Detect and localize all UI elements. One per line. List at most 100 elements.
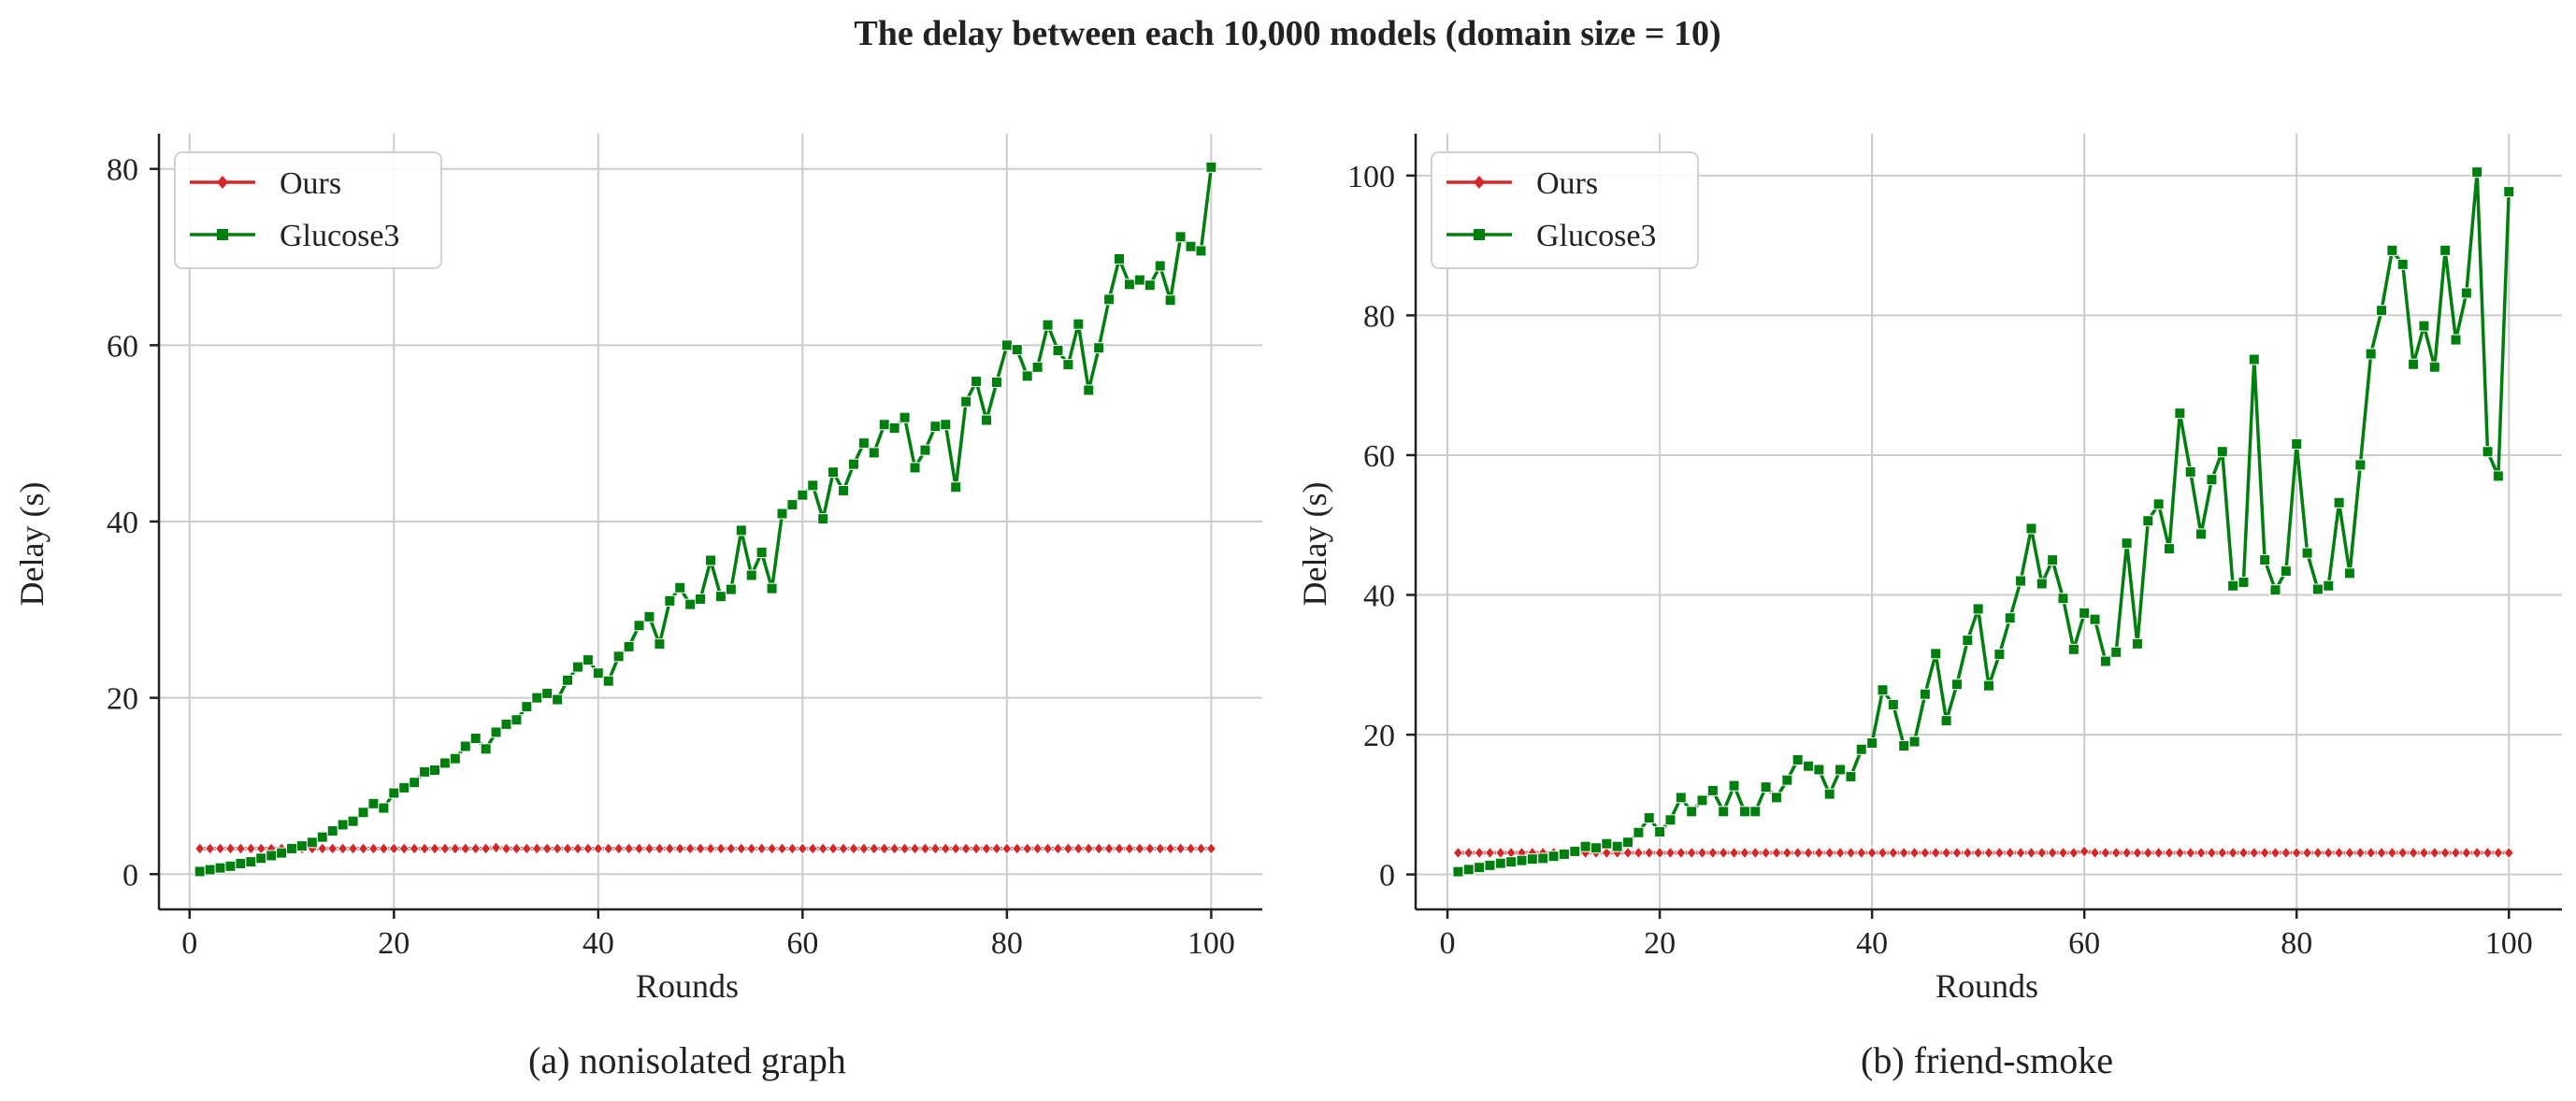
data-point-glucose3 <box>2343 567 2355 579</box>
data-point-ours <box>695 842 706 855</box>
data-point-ours <box>357 842 369 855</box>
data-point-ours <box>194 842 206 855</box>
data-point-glucose3 <box>1887 698 1899 710</box>
data-point-ours <box>858 842 870 855</box>
data-point-glucose3 <box>2195 528 2208 540</box>
data-point-glucose3 <box>868 447 880 459</box>
data-point-ours <box>1803 846 1814 860</box>
data-point-glucose3 <box>1031 361 1043 373</box>
data-point-glucose3 <box>1718 806 1730 818</box>
data-point-glucose3 <box>388 787 400 799</box>
legend-label-glucose3: Glucose3 <box>1536 219 1656 253</box>
data-point-glucose3 <box>2131 637 2143 650</box>
data-point-glucose3 <box>623 640 635 652</box>
data-point-ours <box>1155 842 1166 855</box>
data-point-ours <box>1633 846 1645 860</box>
data-point-glucose3 <box>2301 547 2313 559</box>
data-point-ours <box>1664 846 1677 860</box>
data-point-ours <box>1134 842 1145 855</box>
data-point-ours <box>807 842 818 855</box>
data-point-glucose3 <box>909 462 921 474</box>
data-point-glucose3 <box>1462 864 1475 876</box>
data-point-glucose3 <box>1526 853 1538 865</box>
y-tick-label: 40 <box>107 506 138 540</box>
data-point-glucose3 <box>469 733 482 745</box>
data-point-ours <box>2036 846 2048 860</box>
legend-a: Ours Glucose3 <box>174 151 442 269</box>
data-point-glucose3 <box>398 781 410 794</box>
data-point-glucose3 <box>2206 474 2218 486</box>
data-point-ours <box>2366 846 2377 860</box>
data-point-glucose3 <box>255 852 267 865</box>
data-point-ours <box>2068 846 2080 860</box>
data-point-ours <box>2386 846 2398 860</box>
data-point-glucose3 <box>1866 737 1878 750</box>
data-point-glucose3 <box>2248 353 2260 365</box>
data-point-ours <box>899 842 911 855</box>
data-point-glucose3 <box>439 757 451 769</box>
data-point-ours <box>1749 846 1761 860</box>
data-point-ours <box>603 842 614 855</box>
data-point-ours <box>338 842 349 855</box>
data-point-glucose3 <box>2047 554 2059 566</box>
y-tick-label: 80 <box>107 153 138 188</box>
x-axis-label-a: Rounds <box>636 967 739 1005</box>
data-point-glucose3 <box>511 714 523 726</box>
data-point-ours <box>1165 842 1176 855</box>
data-point-glucose3 <box>2269 584 2281 596</box>
data-point-ours <box>786 842 799 855</box>
data-point-ours <box>562 842 573 855</box>
data-point-glucose3 <box>521 701 533 713</box>
data-point-glucose3 <box>714 591 727 603</box>
data-point-ours <box>2354 846 2366 860</box>
data-point-ours <box>664 842 675 855</box>
x-tick-label: 80 <box>991 926 1023 961</box>
data-point-glucose3 <box>2089 613 2101 625</box>
data-point-glucose3 <box>1452 865 1464 878</box>
data-point-glucose3 <box>1983 679 1994 692</box>
data-point-glucose3 <box>480 743 492 755</box>
data-point-glucose3 <box>2354 459 2367 471</box>
data-point-ours <box>235 842 247 855</box>
data-point-ours <box>838 842 849 855</box>
data-point-glucose3 <box>1103 293 1115 306</box>
data-point-ours <box>2227 846 2238 860</box>
data-point-ours <box>971 842 982 855</box>
data-point-ours <box>1962 846 1973 860</box>
data-point-ours <box>2344 846 2355 860</box>
data-point-ours <box>2259 846 2270 860</box>
data-point-glucose3 <box>817 513 829 525</box>
data-point-ours <box>1718 846 1729 860</box>
y-tick-label: 60 <box>107 329 138 364</box>
data-point-ours <box>2015 846 2026 860</box>
data-point-ours <box>2249 846 2260 860</box>
data-point-ours <box>2057 846 2069 860</box>
data-point-glucose3 <box>807 479 819 492</box>
data-point-ours <box>1824 846 1835 860</box>
data-point-glucose3 <box>2152 498 2165 510</box>
data-point-glucose3 <box>1749 806 1762 818</box>
data-point-glucose3 <box>2067 643 2080 655</box>
data-point-glucose3 <box>1803 760 1815 772</box>
x-tick-label: 80 <box>2281 926 2312 961</box>
data-point-ours <box>2333 846 2345 860</box>
data-point-glucose3 <box>541 687 554 699</box>
data-point-glucose3 <box>2110 646 2123 658</box>
data-point-ours <box>1093 842 1104 855</box>
data-point-ours <box>367 842 380 855</box>
data-point-ours <box>2079 845 2090 858</box>
data-point-glucose3 <box>735 524 747 536</box>
data-point-ours <box>1856 846 1867 860</box>
data-point-glucose3 <box>2238 577 2250 589</box>
data-point-ours <box>2450 846 2462 860</box>
data-point-glucose3 <box>2216 446 2228 458</box>
data-point-ours <box>848 842 859 855</box>
data-point-ours <box>450 842 461 855</box>
data-point-ours <box>521 842 532 855</box>
data-point-glucose3 <box>2471 166 2483 179</box>
data-point-glucose3 <box>1792 753 1804 765</box>
data-point-glucose3 <box>1185 240 1197 252</box>
data-point-glucose3 <box>1940 715 1952 727</box>
chart-caption-b: (b) friend-smoke <box>1861 1039 2113 1081</box>
